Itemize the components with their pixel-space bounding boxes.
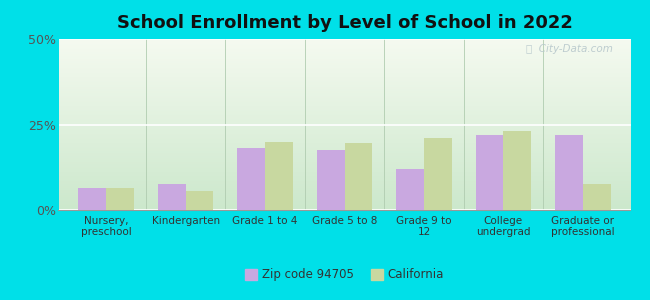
Bar	[396, 169, 424, 210]
Bar	[344, 143, 372, 210]
Text: ⓘ  City-Data.com: ⓘ City-Data.com	[526, 44, 614, 54]
Bar	[317, 150, 345, 210]
Bar	[476, 135, 503, 210]
Bar	[158, 184, 186, 210]
Bar	[583, 184, 610, 210]
Legend: Zip code 94705, California: Zip code 94705, California	[240, 264, 448, 286]
Bar	[424, 138, 452, 210]
Bar	[186, 191, 213, 210]
Bar	[237, 148, 265, 210]
Bar	[79, 188, 106, 210]
Bar	[503, 131, 531, 210]
Title: School Enrollment by Level of School in 2022: School Enrollment by Level of School in …	[116, 14, 573, 32]
Bar	[265, 142, 293, 210]
Bar	[106, 188, 134, 210]
Bar	[555, 135, 583, 210]
